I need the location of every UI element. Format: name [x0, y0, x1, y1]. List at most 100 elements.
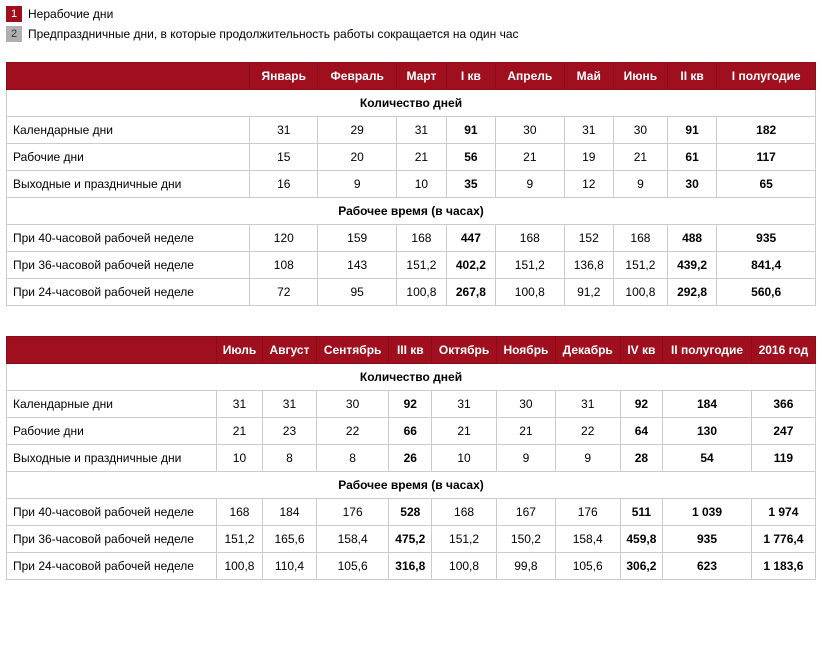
cell: 143	[318, 252, 397, 279]
legend-text-2: Предпраздничные дни, в которые продолжит…	[28, 27, 519, 41]
row-label: Календарные дни	[7, 117, 250, 144]
cell: 61	[667, 144, 716, 171]
cell: 176	[316, 499, 389, 526]
cell: 511	[620, 499, 663, 526]
col-header: 2016 год	[751, 337, 815, 364]
col-header: Июль	[216, 337, 263, 364]
section-title: Рабочее время (в часах)	[7, 472, 816, 499]
col-header: Январь	[250, 63, 318, 90]
table2-body: Количество днейКалендарные дни3131309231…	[7, 364, 816, 580]
cell: 841,4	[717, 252, 816, 279]
cell: 1 776,4	[751, 526, 815, 553]
col-header: Декабрь	[555, 337, 620, 364]
col-header: Октябрь	[432, 337, 497, 364]
section-title: Количество дней	[7, 90, 816, 117]
row-label: Рабочие дни	[7, 418, 217, 445]
cell: 247	[751, 418, 815, 445]
col-header: Июнь	[613, 63, 667, 90]
cell: 110,4	[263, 553, 317, 580]
cell: 66	[389, 418, 432, 445]
cell: 10	[432, 445, 497, 472]
table-row: При 36-часовой рабочей неделе108143151,2…	[7, 252, 816, 279]
cell: 28	[620, 445, 663, 472]
cell: 167	[496, 499, 555, 526]
cell: 99,8	[496, 553, 555, 580]
cell: 100,8	[613, 279, 667, 306]
cell: 31	[555, 391, 620, 418]
col-header: II полугодие	[663, 337, 752, 364]
cell: 31	[263, 391, 317, 418]
cell: 1 183,6	[751, 553, 815, 580]
table-second-half: ИюльАвгустСентябрьIII квОктябрьНоябрьДек…	[6, 336, 816, 580]
cell: 21	[397, 144, 446, 171]
cell: 105,6	[555, 553, 620, 580]
cell: 176	[555, 499, 620, 526]
col-header: II кв	[667, 63, 716, 90]
cell: 21	[216, 418, 263, 445]
cell: 935	[717, 225, 816, 252]
cell: 528	[389, 499, 432, 526]
cell: 151,2	[496, 252, 564, 279]
cell: 9	[613, 171, 667, 198]
col-header: Сентябрь	[316, 337, 389, 364]
cell: 105,6	[316, 553, 389, 580]
legend-box-red: 1	[6, 6, 22, 22]
cell: 130	[663, 418, 752, 445]
cell: 30	[667, 171, 716, 198]
cell: 292,8	[667, 279, 716, 306]
cell: 19	[564, 144, 613, 171]
table-first-half: ЯнварьФевральМартI квАпрельМайИюньII квI…	[6, 62, 816, 306]
cell: 30	[316, 391, 389, 418]
table1-head: ЯнварьФевральМартI квАпрельМайИюньII квI…	[7, 63, 816, 90]
cell: 1 039	[663, 499, 752, 526]
cell: 168	[613, 225, 667, 252]
cell: 119	[751, 445, 815, 472]
cell: 21	[496, 144, 564, 171]
cell: 117	[717, 144, 816, 171]
cell: 31	[432, 391, 497, 418]
cell: 95	[318, 279, 397, 306]
col-header: IV кв	[620, 337, 663, 364]
table-row: При 40-часовой рабочей неделе12015916844…	[7, 225, 816, 252]
cell: 100,8	[496, 279, 564, 306]
row-label: При 36-часовой рабочей неделе	[7, 526, 217, 553]
cell: 151,2	[613, 252, 667, 279]
cell: 21	[432, 418, 497, 445]
cell: 91	[446, 117, 495, 144]
row-label: Выходные и праздничные дни	[7, 445, 217, 472]
table-row: Выходные и праздничные дни16910359129306…	[7, 171, 816, 198]
cell: 366	[751, 391, 815, 418]
cell: 108	[250, 252, 318, 279]
section-title: Рабочее время (в часах)	[7, 198, 816, 225]
table-row: При 24-часовой рабочей неделе100,8110,41…	[7, 553, 816, 580]
cell: 447	[446, 225, 495, 252]
col-header: III кв	[389, 337, 432, 364]
cell: 21	[496, 418, 555, 445]
col-header: I полугодие	[717, 63, 816, 90]
cell: 54	[663, 445, 752, 472]
cell: 10	[397, 171, 446, 198]
cell: 159	[318, 225, 397, 252]
section-title: Количество дней	[7, 364, 816, 391]
cell: 8	[263, 445, 317, 472]
cell: 65	[717, 171, 816, 198]
col-header-empty	[7, 63, 250, 90]
cell: 100,8	[397, 279, 446, 306]
col-header-empty	[7, 337, 217, 364]
cell: 12	[564, 171, 613, 198]
legend-box-gray: 2	[6, 26, 22, 42]
legend-text-1: Нерабочие дни	[28, 7, 113, 21]
cell: 184	[663, 391, 752, 418]
row-label: Рабочие дни	[7, 144, 250, 171]
cell: 23	[263, 418, 317, 445]
cell: 459,8	[620, 526, 663, 553]
cell: 10	[216, 445, 263, 472]
col-header: Август	[263, 337, 317, 364]
cell: 9	[496, 445, 555, 472]
cell: 22	[316, 418, 389, 445]
cell: 560,6	[717, 279, 816, 306]
cell: 91	[667, 117, 716, 144]
cell: 488	[667, 225, 716, 252]
cell: 29	[318, 117, 397, 144]
cell: 316,8	[389, 553, 432, 580]
